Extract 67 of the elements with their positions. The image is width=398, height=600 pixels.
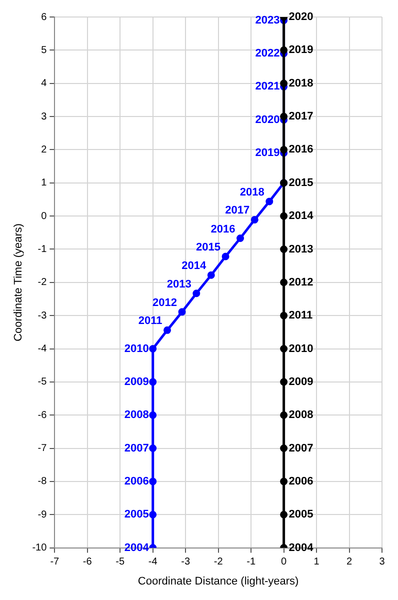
annotation: 2012 — [288, 276, 314, 288]
y-tick-label: -10 — [32, 542, 48, 554]
y-tick-label: -7 — [38, 443, 48, 454]
annotation: 2014 — [182, 260, 207, 272]
annotation: 2012 — [152, 296, 177, 309]
annotation: 2011 — [138, 315, 162, 328]
annotation: 2011 — [288, 310, 313, 322]
annotation: 2019 — [288, 44, 314, 56]
annotation: 2004 — [288, 542, 314, 554]
annotation: 2019 — [255, 147, 280, 160]
annotation: 2005 — [288, 508, 314, 521]
annotation: 2004 — [124, 542, 150, 554]
y-tick-label: 6 — [41, 12, 48, 23]
annotation: 2015 — [288, 176, 314, 189]
annotation: 2010 — [124, 342, 149, 355]
annotation: 2010 — [288, 342, 314, 355]
y-tick-label: -4 — [38, 344, 48, 354]
annotation: 2023 — [255, 14, 280, 26]
y-tick-label: -3 — [38, 310, 48, 322]
y-axis-title: Coordinate Time (years) — [12, 223, 25, 342]
annotation: 2008 — [288, 409, 314, 422]
y-tick-label: -2 — [38, 277, 48, 288]
annotation: 2014 — [288, 210, 314, 222]
x-tick-label: 0 — [281, 556, 288, 568]
y-tick-label: 1 — [41, 178, 48, 189]
annotation: 2007 — [288, 442, 314, 454]
y-tick-label: -5 — [38, 376, 48, 388]
y-tick-label: 4 — [41, 78, 48, 90]
x-tick-label: -3 — [181, 556, 190, 568]
x-tick-label: -7 — [50, 556, 60, 568]
y-tick-label: -8 — [38, 476, 48, 488]
y-tick-label: -9 — [38, 509, 48, 520]
annotation: 2017 — [225, 204, 250, 217]
y-tick-label: 3 — [41, 111, 48, 122]
y-tick-label: 2 — [41, 144, 48, 156]
x-tick-label: -2 — [214, 556, 224, 568]
y-tick-label: 5 — [41, 44, 48, 56]
annotation: 2018 — [288, 77, 314, 90]
x-tick-label: -4 — [148, 556, 158, 568]
x-tick-label: 1 — [314, 556, 320, 568]
annotation: 2008 — [124, 409, 149, 422]
annotation: 2015 — [196, 242, 221, 254]
y-tick-label: -6 — [38, 410, 48, 421]
x-tick-label: -1 — [246, 556, 256, 568]
annotation: 2020 — [288, 11, 314, 24]
annotation: 2013 — [288, 243, 314, 256]
x-tick-label: -5 — [116, 556, 125, 568]
annotation: 2007 — [124, 442, 149, 454]
annotation: 2006 — [288, 475, 314, 488]
annotation: 2005 — [124, 508, 149, 521]
annotation: 2013 — [166, 278, 192, 290]
x-axis-title: Coordinate Distance (light-years) — [138, 575, 299, 588]
y-tick-label: -1 — [38, 244, 48, 255]
x-tick-label: 2 — [346, 556, 352, 568]
annotation: 2020 — [255, 114, 280, 126]
annotation: 2009 — [124, 376, 149, 388]
annotation: 2009 — [288, 376, 314, 388]
x-tick-label: 3 — [379, 556, 386, 568]
y-tick-label: 0 — [41, 210, 48, 222]
annotation: 2017 — [288, 110, 314, 123]
annotation: 2016 — [288, 144, 314, 156]
annotation: 2018 — [240, 186, 264, 198]
annotation: 2021 — [255, 80, 280, 93]
annotation: 2006 — [124, 475, 149, 488]
annotation: 2022 — [255, 48, 280, 60]
x-tick-label: -6 — [82, 556, 92, 568]
annotation: 2016 — [210, 223, 236, 236]
